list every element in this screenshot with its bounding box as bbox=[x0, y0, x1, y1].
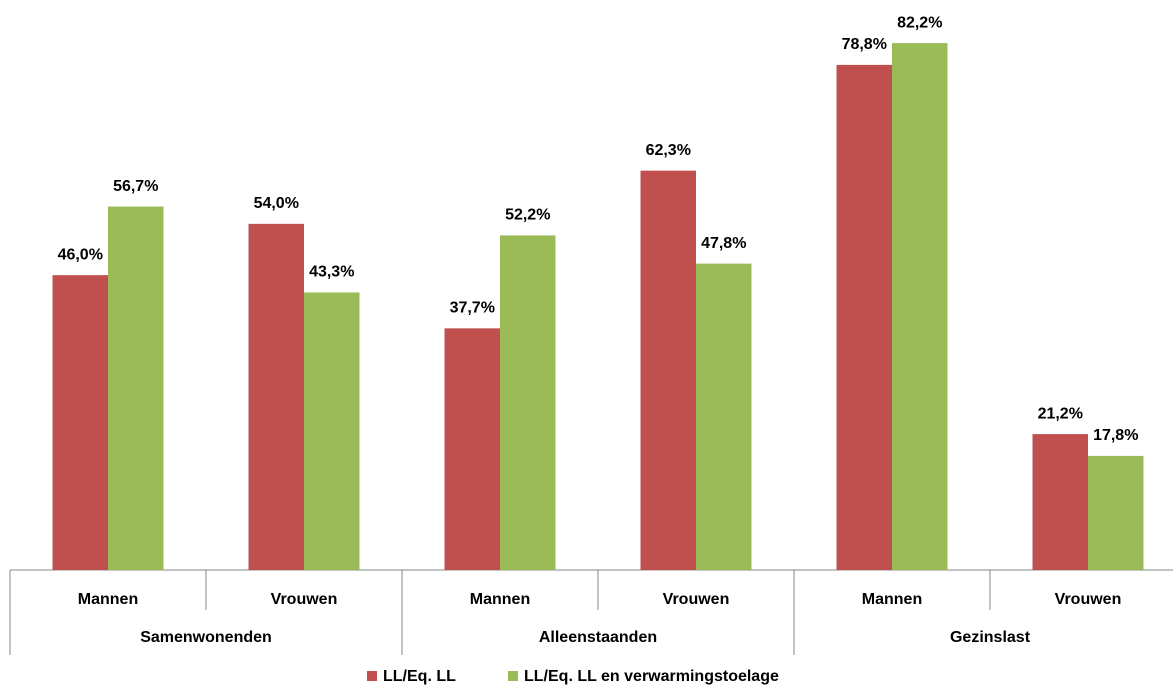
value-label: 43,3% bbox=[309, 264, 354, 281]
value-label: 47,8% bbox=[701, 235, 746, 252]
group-label: Alleenstaanden bbox=[539, 629, 657, 646]
value-label: 62,3% bbox=[646, 142, 691, 159]
group-label: Samenwonenden bbox=[140, 629, 272, 646]
bar bbox=[52, 275, 108, 570]
value-label: 21,2% bbox=[1038, 405, 1083, 422]
legend-swatch bbox=[508, 671, 518, 681]
x-tick-label: Mannen bbox=[862, 591, 922, 608]
bar bbox=[304, 292, 360, 570]
legend-label: LL/Eq. LL bbox=[383, 668, 456, 685]
x-tick-label: Vrouwen bbox=[271, 591, 338, 608]
bar bbox=[248, 223, 304, 571]
x-tick-label: Mannen bbox=[78, 591, 138, 608]
value-label: 82,2% bbox=[897, 14, 942, 31]
group-label: Gezinslast bbox=[950, 629, 1031, 646]
value-label: 52,2% bbox=[505, 207, 550, 224]
bar bbox=[640, 170, 696, 571]
bar bbox=[1088, 455, 1144, 570]
value-label: 56,7% bbox=[113, 178, 158, 195]
x-tick-label: Vrouwen bbox=[1055, 591, 1122, 608]
x-tick-label: Vrouwen bbox=[663, 591, 730, 608]
value-label: 54,0% bbox=[254, 195, 299, 212]
legend-label: LL/Eq. LL en verwarmingstoelage bbox=[524, 668, 779, 685]
x-tick-label: Mannen bbox=[470, 591, 530, 608]
value-label: 37,7% bbox=[450, 300, 495, 317]
bar bbox=[1032, 434, 1088, 570]
bar bbox=[696, 263, 752, 570]
bar bbox=[444, 328, 500, 570]
legend-swatch bbox=[367, 671, 377, 681]
bar bbox=[500, 235, 556, 570]
bar bbox=[836, 64, 892, 570]
value-label: 46,0% bbox=[58, 246, 103, 263]
bar bbox=[892, 43, 948, 570]
bar bbox=[108, 206, 164, 571]
value-label: 17,8% bbox=[1093, 427, 1138, 444]
value-label: 78,8% bbox=[842, 36, 887, 53]
